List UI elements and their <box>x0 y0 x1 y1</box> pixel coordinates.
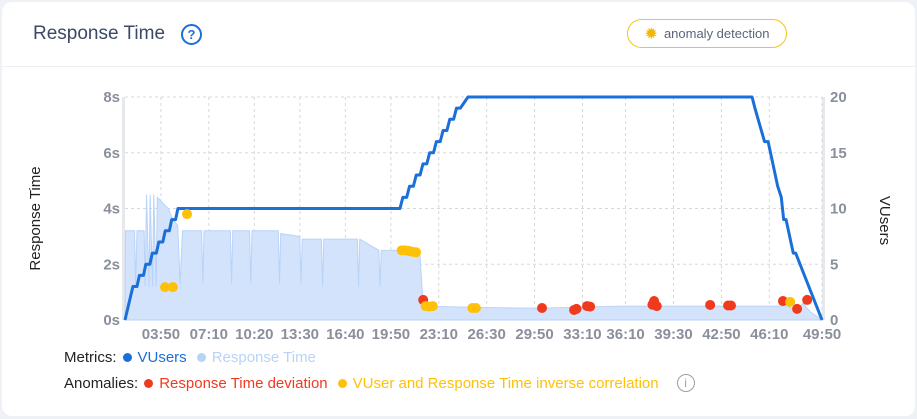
x-tick-label: 36:10 <box>606 326 644 343</box>
deviation-anomaly-point <box>725 300 736 311</box>
x-tick-label: 33:10 <box>563 326 601 343</box>
legend-response-time[interactable]: Response Time <box>211 349 316 366</box>
anomalies-label: Anomalies: <box>64 374 139 392</box>
x-tick-label: 49:50 <box>803 326 841 343</box>
x-tick-label: 03:50 <box>142 326 180 343</box>
deviation-anomaly-point <box>802 294 813 305</box>
x-tick-label: 29:50 <box>515 326 553 343</box>
x-tick-label: 19:50 <box>372 326 410 343</box>
panel-header: Response Time ? ✹ anomaly detection <box>2 2 915 67</box>
y2-axis-label: VUsers <box>876 196 893 245</box>
anomalies-legend: Anomalies: Response Time deviation VUser… <box>64 374 695 392</box>
y2-tick-label: 0 <box>830 312 838 329</box>
legend-response-time-deviation[interactable]: Response Time deviation <box>159 374 328 392</box>
y2-tick-label: 10 <box>830 201 847 218</box>
inverse-correlation-anomaly-point <box>470 303 481 314</box>
deviation-anomaly-point <box>792 303 803 314</box>
inverse-correlation-anomaly-point <box>427 301 438 312</box>
y2-tick-label: 5 <box>830 256 838 273</box>
anomaly-detection-label: anomaly detection <box>663 26 770 41</box>
x-tick-label: 13:30 <box>281 326 319 343</box>
y-axis-label: Response Time <box>27 166 44 270</box>
panel-title: Response Time <box>33 23 166 44</box>
deviation-anomaly-point <box>651 301 662 312</box>
x-tick-label: 26:30 <box>467 326 505 343</box>
inverse-correlation-anomaly-point <box>167 282 178 293</box>
vusers-dot <box>122 353 132 362</box>
y2-tick-label: 20 <box>830 89 847 106</box>
x-tick-label: 16:40 <box>326 326 364 343</box>
x-tick-label: 46:10 <box>750 326 788 343</box>
inverse-correlation-anomaly-point <box>785 296 796 307</box>
deviation-anomaly-point <box>705 299 716 310</box>
y-tick-label: 4s <box>103 201 120 218</box>
inverse-correlation-anomaly-point <box>182 209 193 220</box>
x-tick-label: 42:50 <box>702 326 740 343</box>
deviation-dot <box>144 378 154 388</box>
response-time-area <box>124 194 824 321</box>
gear-icon: ✹ <box>644 25 658 43</box>
deviation-anomaly-point <box>571 303 582 314</box>
legend-vusers[interactable]: VUsers <box>137 349 187 366</box>
vusers-line <box>123 95 824 321</box>
y2-tick-label: 15 <box>830 145 847 162</box>
y-tick-label: 6s <box>103 145 120 162</box>
y-tick-label: 8s <box>103 89 120 106</box>
deviation-anomaly-point <box>537 303 548 314</box>
info-circle-icon[interactable]: i <box>676 374 695 392</box>
metrics-label: Metrics: <box>64 349 117 366</box>
anomaly-detection-button[interactable]: ✹ anomaly detection <box>627 19 787 48</box>
response-time-dot <box>196 353 206 362</box>
inverse-correlation-anomaly-point <box>411 247 422 258</box>
inverse-correlation-dot <box>337 378 347 388</box>
question-circle-icon[interactable]: ? <box>181 24 202 45</box>
x-tick-label: 07:10 <box>190 326 228 343</box>
x-tick-label: 23:10 <box>420 326 458 343</box>
right-axis-line <box>822 97 825 320</box>
inverse-correlation-anomaly-point <box>159 282 170 293</box>
x-tick-label: 10:20 <box>235 326 273 343</box>
legend-inverse-correlation[interactable]: VUser and Response Time inverse correlat… <box>352 374 659 392</box>
left-axis-line <box>122 97 125 320</box>
y-tick-label: 0s <box>103 312 120 329</box>
metrics-legend: Metrics: VUsers Response Time <box>64 349 316 366</box>
y-tick-label: 2s <box>103 256 120 273</box>
x-tick-label: 39:30 <box>654 326 692 343</box>
deviation-anomaly-point <box>585 301 596 312</box>
